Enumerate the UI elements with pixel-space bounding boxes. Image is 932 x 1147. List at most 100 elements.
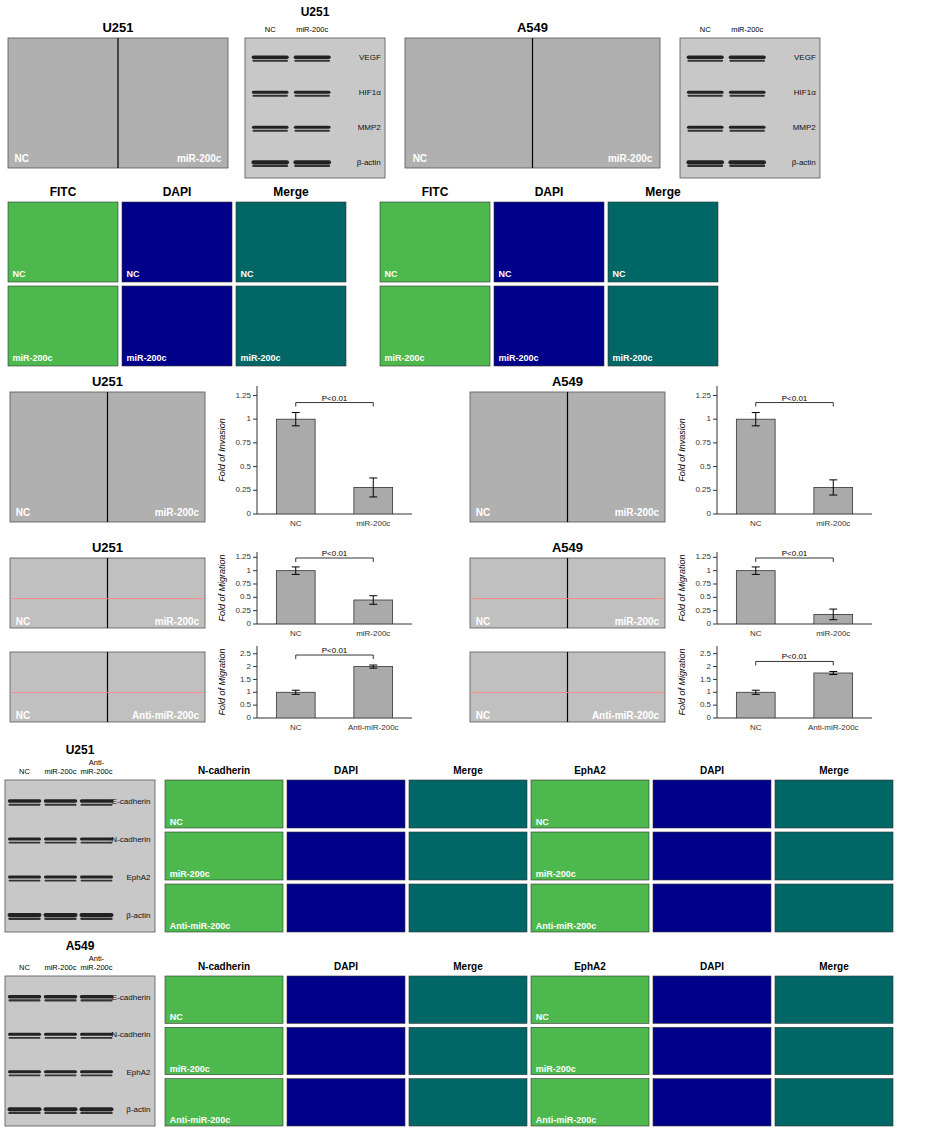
error-bar-cap [829,619,837,620]
fluorescence-cell [287,832,405,880]
fluorescence-cell [122,286,232,366]
panel-title: A549 [552,540,583,555]
x-tick-label: miR-200c [816,629,850,638]
channel-header: DAPI [535,185,564,199]
channel-header: Merge [453,765,483,776]
channel-header: Merge [819,961,849,972]
cell-label: Anti-miR-200c [170,1115,231,1125]
y-tick-label: 0.5 [240,592,252,601]
scratch-panel: NCAnti-miR-200c [470,652,665,722]
y-tick [713,557,717,558]
error-bar [369,665,377,668]
y-tick [713,490,717,491]
y-tick-label: 0 [707,509,712,518]
error-bar-stem [833,609,834,620]
blot-band [82,804,112,806]
panel-label: miR-200c [155,507,200,518]
channel-header: Merge [645,185,681,199]
cell-label: NC [170,1012,183,1022]
channel-header: FITC [422,185,449,199]
blot-band [46,1033,76,1036]
y-axis [257,646,258,718]
blot-band [46,804,76,806]
panel-label: NC [16,710,30,721]
x-tick-label: NC [290,723,302,732]
significance-bracket [756,403,834,407]
fluorescence-cell [409,884,527,932]
y-tick [713,624,717,625]
protein-label: β-actin [126,1105,150,1114]
panel-background [8,38,228,168]
fluorescence-cell [653,832,771,880]
lane-label-line: NC [265,25,276,34]
blot-band [82,918,112,920]
blot-band [46,995,76,999]
bar-marks [736,567,852,624]
fluorescence-cell [165,884,283,932]
bar-marks [276,567,392,624]
error-bar [829,480,837,495]
y-tick [713,679,717,680]
bar [736,419,775,514]
blot-band [10,995,40,999]
channel-header: Merge [819,765,849,776]
blot-band [82,999,112,1001]
error-bar-cap [369,665,377,666]
y-tick [713,419,717,420]
blot-background [245,38,385,178]
blot-band [46,1112,76,1114]
p-value-label: P<0.01 [782,549,808,558]
panel-label: NC [476,710,490,721]
blot-band [253,56,287,60]
panel-label: miR-200c [177,153,222,164]
bar [276,692,315,718]
fluorescence-cell [531,1027,649,1074]
blot-band [730,56,764,60]
y-axis [717,552,718,624]
lane-label-line: miR-200c [80,963,112,972]
lane-label-line: NC [19,767,30,776]
y-tick [253,442,257,443]
lane-label: miR-200c [44,767,76,776]
lane-label: NC [19,963,30,972]
fluorescence-cell [775,976,893,1023]
blot-background [5,780,155,932]
panel-label: NC [413,153,427,164]
bar-chart: 00.250.50.7511.25Fold of InvasionNCmiR-2… [677,386,872,528]
blot-band [82,1070,112,1073]
scratch-panel: NCAnti-miR-200c [10,652,205,722]
error-bar-cap [752,425,760,426]
blot-band [46,880,76,882]
y-tick-label: 1.25 [695,391,711,400]
channel-header: EphA2 [574,961,606,972]
cell-label: miR-200c [240,353,280,363]
error-bar-cap [292,574,300,575]
cell-label: NC [170,817,183,827]
y-tick [253,557,257,558]
blot-background [5,976,155,1126]
fluorescence-cell [236,286,346,366]
fluorescence-cell [775,1079,893,1126]
panel-title: U251 [92,374,123,389]
protein-label: β-actin [126,911,150,920]
lane-label: NC [265,25,276,34]
cell-label: NC [536,817,549,827]
y-tick [713,466,717,467]
y-tick-label: 2 [707,662,712,671]
blot-band [253,126,287,129]
blot-band [295,91,329,94]
y-tick [253,666,257,667]
western-blot: VEGFHIF1αMMP2β-actinNCmiR-200c [680,25,820,178]
panel-label: miR-200c [615,616,660,627]
panel-background [470,558,665,628]
lane-label: NC [19,767,30,776]
blot-background [680,38,820,178]
fluorescence-cell [380,286,490,366]
y-axis [257,552,258,624]
y-tick-label: 0 [707,713,712,722]
fluorescence-grid: N-cadherinDAPIMergeEphA2DAPIMergeNCNCmiR… [165,961,893,1126]
image-panel: NCmiR-200cU251 [8,20,228,168]
cell-label: NC [384,269,397,279]
blot-band [82,1107,112,1111]
panel-background [405,38,660,168]
